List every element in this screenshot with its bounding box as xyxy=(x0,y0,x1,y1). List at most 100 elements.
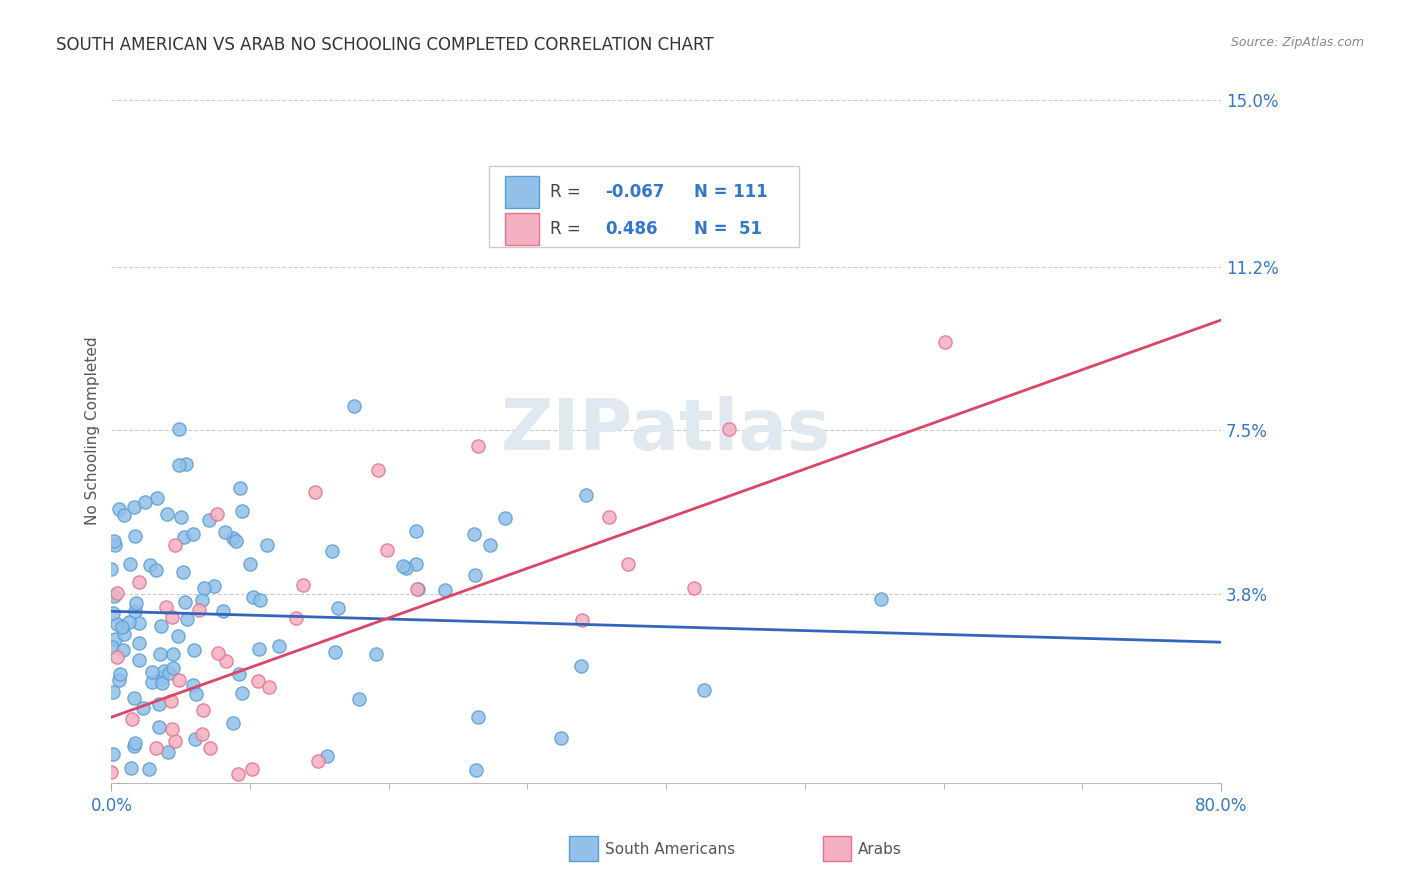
Point xyxy=(143,842,166,856)
Point xyxy=(100,562,122,576)
Point xyxy=(183,880,205,892)
Point xyxy=(146,491,169,505)
Point xyxy=(150,676,173,690)
Point xyxy=(103,606,125,620)
Point xyxy=(160,723,183,737)
Point xyxy=(231,686,253,700)
Point xyxy=(124,529,146,543)
Point xyxy=(343,399,366,413)
Point xyxy=(162,647,184,661)
Point xyxy=(118,615,141,630)
Point xyxy=(148,720,170,734)
Point xyxy=(112,508,135,522)
Point xyxy=(406,582,429,597)
Point xyxy=(186,687,208,701)
Point xyxy=(228,667,250,681)
Point xyxy=(198,512,221,526)
Point xyxy=(138,868,160,882)
Point xyxy=(183,643,205,657)
Text: Source: ZipAtlas.com: Source: ZipAtlas.com xyxy=(1230,36,1364,49)
Point xyxy=(479,538,502,552)
Point xyxy=(870,591,893,606)
Point xyxy=(122,500,145,515)
Point xyxy=(124,736,146,750)
Y-axis label: No Schooling Completed: No Schooling Completed xyxy=(86,336,100,524)
Point xyxy=(165,538,187,552)
Point xyxy=(174,457,197,471)
Point xyxy=(167,458,190,473)
Point xyxy=(100,765,122,780)
Text: R =: R = xyxy=(550,184,586,202)
Point xyxy=(111,620,134,634)
Point xyxy=(256,538,278,552)
Bar xyxy=(505,213,538,244)
Point xyxy=(546,822,568,836)
Point xyxy=(617,557,640,571)
Point xyxy=(270,865,292,880)
Point xyxy=(125,596,148,610)
Point xyxy=(141,665,163,680)
Text: ZIPatlas: ZIPatlas xyxy=(501,396,831,465)
Point xyxy=(118,558,141,572)
Point xyxy=(181,678,204,692)
Point xyxy=(197,875,219,889)
Point xyxy=(550,731,572,746)
Point xyxy=(101,747,124,761)
Point xyxy=(104,632,127,647)
Point xyxy=(128,615,150,630)
Text: South Americans: South Americans xyxy=(605,842,735,856)
Point xyxy=(242,590,264,604)
Point xyxy=(395,560,418,574)
Point xyxy=(249,593,271,607)
Point xyxy=(169,421,191,435)
Text: N = 111: N = 111 xyxy=(695,184,768,202)
Point xyxy=(139,847,162,861)
Point xyxy=(249,641,271,656)
Point xyxy=(112,627,135,641)
Point xyxy=(160,610,183,624)
Point xyxy=(157,666,180,681)
Point xyxy=(187,878,209,892)
Point xyxy=(405,524,427,539)
Point xyxy=(104,875,127,889)
Point xyxy=(122,739,145,754)
Text: 0.486: 0.486 xyxy=(605,220,658,238)
Point xyxy=(205,507,228,521)
Point xyxy=(149,619,172,633)
Point xyxy=(153,664,176,678)
Point xyxy=(138,763,160,777)
Point xyxy=(191,801,214,815)
Point xyxy=(325,645,347,659)
Point xyxy=(207,646,229,660)
Point xyxy=(598,510,620,524)
Point xyxy=(141,675,163,690)
Point xyxy=(292,578,315,592)
Point xyxy=(156,507,179,521)
Point xyxy=(170,509,193,524)
Point xyxy=(494,511,516,525)
Text: Arabs: Arabs xyxy=(858,842,901,856)
Point xyxy=(391,559,413,574)
Point xyxy=(222,531,245,545)
Point xyxy=(105,617,128,632)
Point xyxy=(120,761,142,775)
Point xyxy=(434,583,457,598)
Point xyxy=(134,494,156,508)
Point xyxy=(231,503,253,517)
Point xyxy=(307,754,329,768)
Point xyxy=(465,763,488,777)
Point xyxy=(150,672,173,686)
Point xyxy=(128,574,150,589)
Point xyxy=(347,691,370,706)
Point xyxy=(191,703,214,717)
Point xyxy=(304,484,326,499)
Point xyxy=(375,543,398,558)
Point xyxy=(128,636,150,650)
Point xyxy=(103,534,125,549)
Point xyxy=(103,589,125,603)
Point xyxy=(321,544,343,558)
Point xyxy=(367,463,389,477)
Point xyxy=(128,653,150,667)
Point xyxy=(225,533,247,548)
Point xyxy=(316,748,339,763)
